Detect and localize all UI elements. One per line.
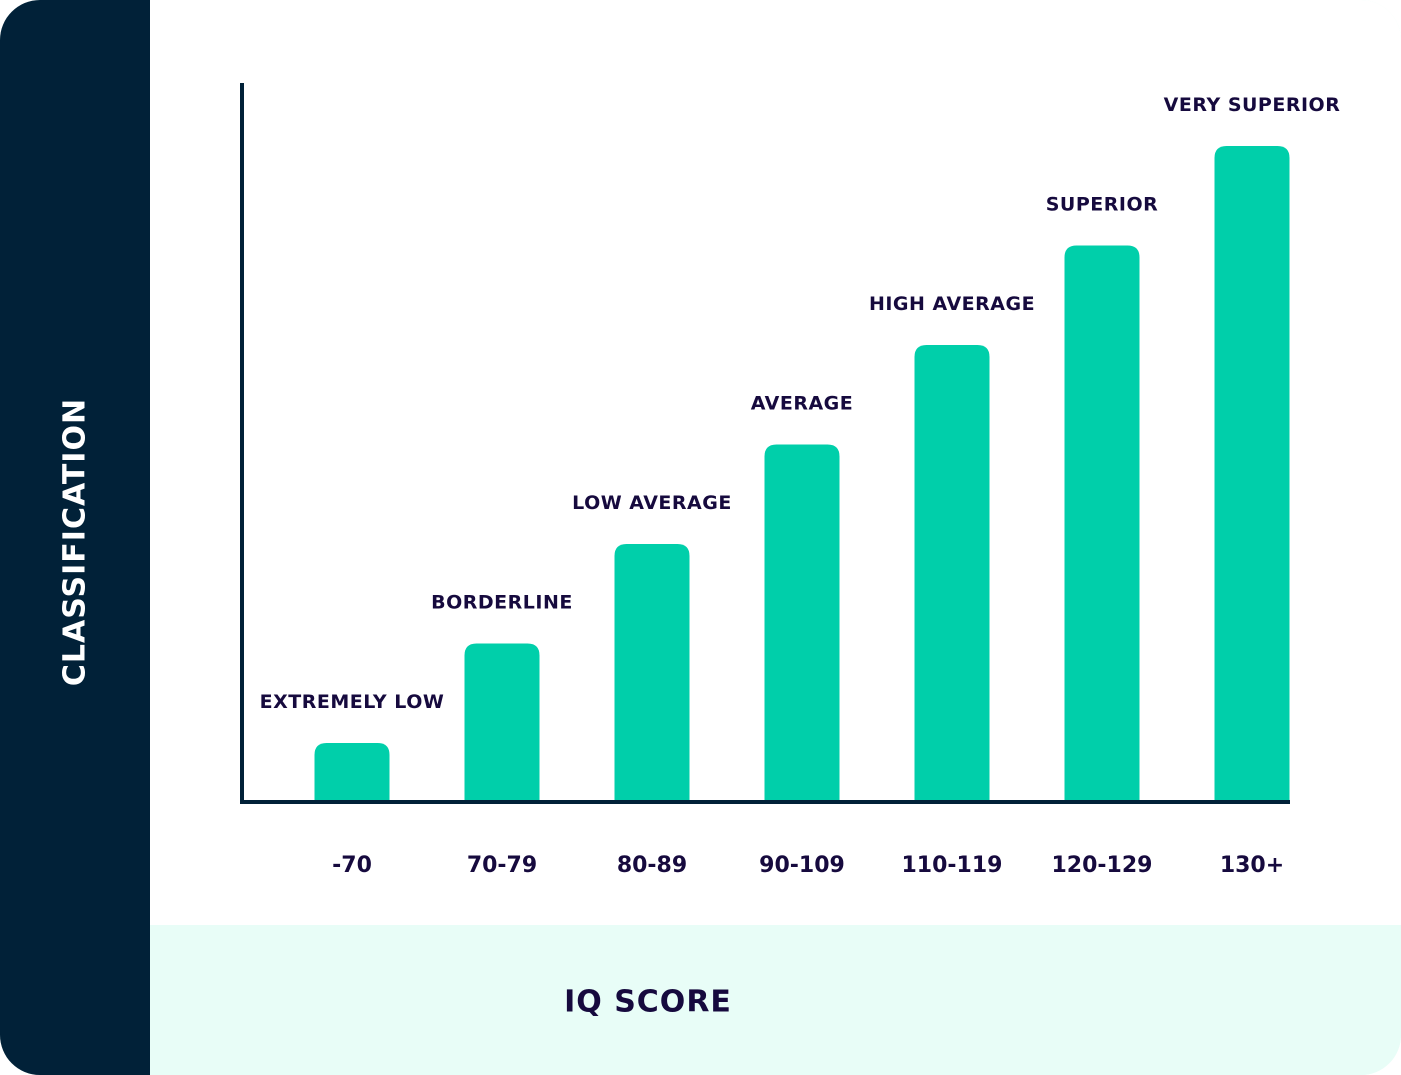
bar-80-89 (614, 544, 690, 800)
bar-110-119 (914, 345, 990, 800)
x-tick-label-3: 90-109 (759, 853, 845, 878)
x-axis-band (150, 925, 1401, 1075)
x-tick-label-6: 130+ (1220, 853, 1284, 878)
bar-labels-layer: EXTREMELY LOW BORDERLINE LOW AVERAGE AVERAG… (260, 94, 1341, 713)
x-tick-label-2: 80-89 (617, 853, 687, 878)
bar--70 (314, 743, 390, 800)
bar-label-6: VERY SUPERIOR (1164, 94, 1341, 116)
y-axis-sidebar (0, 0, 150, 1075)
bar-70-79 (464, 643, 540, 800)
bar-130+ (1214, 146, 1290, 800)
bar-90-109 (764, 444, 840, 800)
bar-120-129 (1064, 245, 1140, 800)
bar-label-5: SUPERIOR (1046, 194, 1159, 216)
bar-label-4: HIGH AVERAGE (869, 293, 1035, 315)
x-tick-labels-layer: -70 70-79 80-89 90-109 110-119 120-129 130+ (332, 853, 1284, 878)
x-tick-label-1: 70-79 (467, 853, 537, 878)
x-tick-label-0: -70 (332, 853, 372, 878)
bar-label-0: EXTREMELY LOW (260, 691, 445, 713)
bar-label-2: LOW AVERAGE (572, 492, 732, 514)
x-tick-label-4: 110-119 (902, 853, 1003, 878)
bars-layer (314, 146, 1290, 800)
x-axis-title: IQ SCORE (564, 984, 732, 1020)
x-tick-label-5: 120-129 (1052, 853, 1153, 878)
bar-label-1: BORDERLINE (431, 592, 573, 614)
bar-label-3: AVERAGE (751, 393, 854, 415)
